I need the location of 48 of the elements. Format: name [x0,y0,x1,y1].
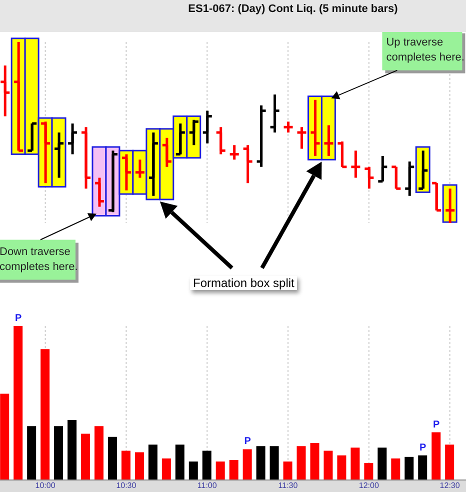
bar [54,426,64,480]
bar [270,446,279,480]
bar [40,349,50,480]
bar [242,449,252,480]
x-tick-label: 11:30 [278,481,298,490]
x-tick-label: 12:00 [358,481,380,490]
x-tick-label: 12:30 [440,481,460,490]
bar [283,462,292,480]
text: Down traverse completes here. [0,246,78,273]
bar [337,455,346,480]
annotation: Up traverse completes here. [386,36,464,64]
bar [162,458,171,480]
bar [0,394,10,480]
x-tick-label: 11:00 [197,481,218,490]
bar [94,426,104,480]
x-tick-label: 10:30 [116,481,137,490]
text: Formation box split [190,276,298,290]
bar [108,436,117,480]
bar [27,426,36,480]
bar [14,326,23,480]
bar [188,462,198,480]
bar [148,444,158,480]
annotation: P [433,419,440,430]
bar [445,444,454,480]
bar [81,434,90,480]
bar [350,448,360,480]
bar [404,456,414,480]
bar [68,420,77,480]
annotation: P [244,436,252,448]
bar [432,432,441,480]
bar [202,450,212,480]
bar [378,448,387,480]
bar [134,452,144,480]
chart-title: ES1-067: (Day) Cont Liq. (5 minute bars) [187,3,399,15]
bar [391,458,400,480]
bar [296,446,306,480]
bar [256,446,266,480]
bar [216,462,225,480]
x-tick-label: 10:00 [35,481,56,490]
bar [418,455,428,480]
bar [310,443,320,480]
annotation: P [420,442,427,454]
bar [229,460,238,480]
bar [175,444,184,480]
annotation: P [14,313,22,324]
bar [324,450,333,480]
bar [121,450,130,480]
bar [364,463,374,480]
